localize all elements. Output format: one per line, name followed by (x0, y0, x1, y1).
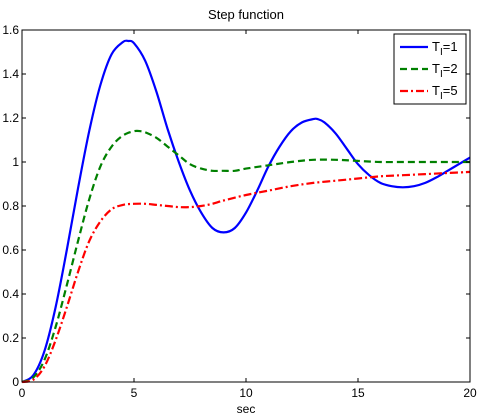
chart-title: Step function (208, 7, 284, 22)
x-tick-label: 20 (463, 386, 477, 400)
legend-label-2: TI=2 (432, 61, 458, 80)
y-tick-label: 0.2 (2, 331, 19, 345)
series-line-3 (21, 170, 471, 384)
x-tick-label: 0 (19, 386, 26, 400)
y-tick-label: 0.8 (2, 199, 19, 213)
series-line-1 (21, 39, 471, 384)
legend-entries: TI=1 TI=2 TI=5 (400, 39, 458, 102)
legend-label-3: TI=5 (432, 83, 458, 102)
series-line-2 (21, 129, 470, 384)
x-tick-label: 10 (239, 386, 253, 400)
legend-label-1: TI=1 (432, 39, 458, 58)
y-tick-label: 1.6 (2, 23, 19, 37)
x-axis-label: sec (237, 402, 256, 416)
x-tick-label: 5 (131, 386, 138, 400)
series-layer (21, 39, 471, 384)
y-tick-label: 0.4 (2, 287, 19, 301)
y-tick-label: 0 (12, 375, 19, 389)
y-tick-label: 1.4 (2, 67, 19, 81)
legend: TI=1 TI=2 TI=5 (393, 33, 467, 105)
y-tick-label: 1.2 (2, 111, 19, 125)
x-tick-label: 15 (351, 386, 365, 400)
ticks-layer: 0 5 10 15 20 0 0.2 0.4 0.6 0.8 1 1.2 1.4 1.6 (2, 23, 477, 400)
y-tick-label: 1 (12, 155, 19, 169)
y-tick-label: 0.6 (2, 243, 19, 257)
